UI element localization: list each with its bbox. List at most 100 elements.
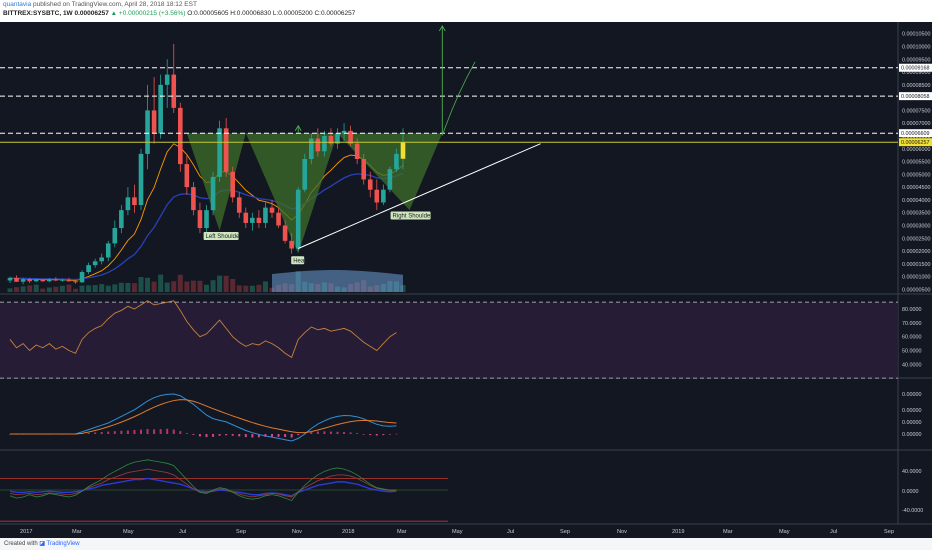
head-label-bg [291, 256, 305, 265]
chart-footer: Created with ◪ TradingView [0, 538, 932, 550]
rsi-tick-label: 40.0000 [902, 362, 922, 368]
candle-body [138, 153, 144, 206]
candle-body [79, 272, 85, 283]
candle-body [256, 217, 262, 223]
y-tick-label: 0.00007000 [902, 121, 930, 127]
volume-bar [171, 281, 177, 292]
price-label: 0.00006257 [901, 140, 929, 146]
candle-body [263, 207, 268, 223]
candle-body [60, 279, 65, 281]
volume-bar [236, 285, 242, 292]
volume-bar [243, 285, 249, 292]
x-tick-label: Nov [617, 529, 627, 535]
rsi-tick-label: 70.0000 [902, 321, 922, 327]
candle-body [210, 176, 216, 211]
rsi-tick-label: 80.0000 [902, 307, 922, 313]
x-tick-label: Mar [723, 529, 733, 535]
rsi-tick-label: 60.0000 [902, 335, 922, 341]
volume-bar [256, 284, 262, 292]
volume-bar [14, 287, 20, 292]
candle-body [20, 279, 26, 282]
moving-average-slow [9, 172, 404, 281]
volume-bar [138, 277, 144, 292]
volume-bar [184, 281, 190, 292]
chart-area[interactable]: Left Shoulder Head Right Shoulder 0.000105… [0, 22, 932, 538]
right-shoulder-label-bg [390, 211, 431, 220]
candle-body [302, 159, 308, 190]
candle-body [387, 169, 393, 190]
x-tick-label: Nov [292, 529, 302, 535]
volume-bar [33, 284, 39, 292]
y-tick-label: 0.00000500 [902, 287, 930, 293]
osc-tick-label: 0.0000 [902, 489, 919, 495]
macd-histogram-bar [120, 430, 123, 434]
macd-histogram-bar [179, 431, 182, 434]
candle-body [243, 212, 249, 223]
candle-body [315, 138, 321, 152]
volume-bar [118, 282, 124, 292]
chart-svg[interactable]: Left Shoulder Head Right Shoulder 0.000105… [0, 22, 932, 538]
candle-body [40, 279, 46, 282]
price-change: ▲ +0.00000215 (+3.56%) [110, 10, 186, 17]
candle-body [250, 217, 255, 223]
x-tick-label: May [123, 529, 134, 535]
volume-bar [177, 274, 183, 292]
x-tick-label: Jul [830, 529, 837, 535]
volume-bar [112, 284, 118, 292]
macd-histogram-bar [310, 432, 313, 434]
projection-curve [441, 61, 476, 136]
macd-histogram-bar [238, 434, 241, 437]
y-tick-label: 0.00002500 [902, 236, 930, 242]
candle-body [236, 197, 242, 213]
volume-bar [262, 281, 268, 292]
macd-histogram-bar [343, 432, 346, 434]
candle-body [374, 189, 380, 203]
candle-body [217, 128, 222, 177]
candle-body [125, 197, 131, 211]
volume-bar [7, 288, 13, 292]
volume-bar [20, 286, 26, 292]
macd-histogram-bar [225, 434, 228, 436]
x-tick-label: 2018 [342, 529, 354, 535]
x-tick-label: 2019 [672, 529, 684, 535]
macd-histogram-bar [284, 434, 287, 438]
y-tick-label: 0.00010000 [902, 44, 930, 50]
x-tick-label: Jul [507, 529, 514, 535]
volume-bar [86, 285, 92, 292]
macd-histogram-bar [212, 434, 215, 437]
y-tick-label: 0.00008500 [902, 83, 930, 89]
macd-histogram-bar [94, 432, 97, 434]
candle-body [328, 135, 334, 144]
candle-body [184, 164, 190, 188]
macd-histogram-bar [356, 433, 359, 434]
candle-body [145, 110, 150, 154]
candle-body [164, 74, 170, 85]
macd-histogram-bar [271, 434, 273, 437]
publish-info: published on TradingView.com, April 28, … [33, 1, 197, 8]
macd-histogram-bar [290, 434, 293, 438]
macd-histogram-bar [362, 434, 365, 435]
macd-histogram-bar [153, 429, 156, 434]
osc-tick-label: 40.0000 [902, 469, 922, 475]
volume-bar [125, 283, 131, 292]
tradingview-brand[interactable]: TradingView [46, 541, 80, 547]
volume-bar [197, 280, 203, 292]
x-tick-label: Mar [72, 529, 82, 535]
volume-bar [131, 283, 137, 292]
x-tick-label: May [452, 529, 463, 535]
volume-bar [210, 280, 216, 292]
candle-body [269, 207, 275, 213]
candle-body [354, 143, 360, 159]
candle-body [394, 153, 399, 170]
ohlc-values: O:0.00005605 H:0.00006830 L:0.00005200 C… [187, 10, 356, 17]
x-tick-label: Sep [236, 529, 246, 535]
author-link[interactable]: quantavia [3, 1, 32, 8]
x-tick-label: Mar [397, 529, 407, 535]
volume-bar [190, 280, 196, 292]
y-tick-label: 0.00005500 [902, 160, 930, 166]
candle-body [400, 142, 406, 159]
symbol-line: BITTREX:SYSBTC, 1W 0.00006257 ▲ +0.00000… [3, 10, 355, 17]
y-tick-label: 0.00002000 [902, 249, 930, 255]
volume-bar [204, 284, 209, 292]
macd-histogram-bar [113, 431, 116, 434]
